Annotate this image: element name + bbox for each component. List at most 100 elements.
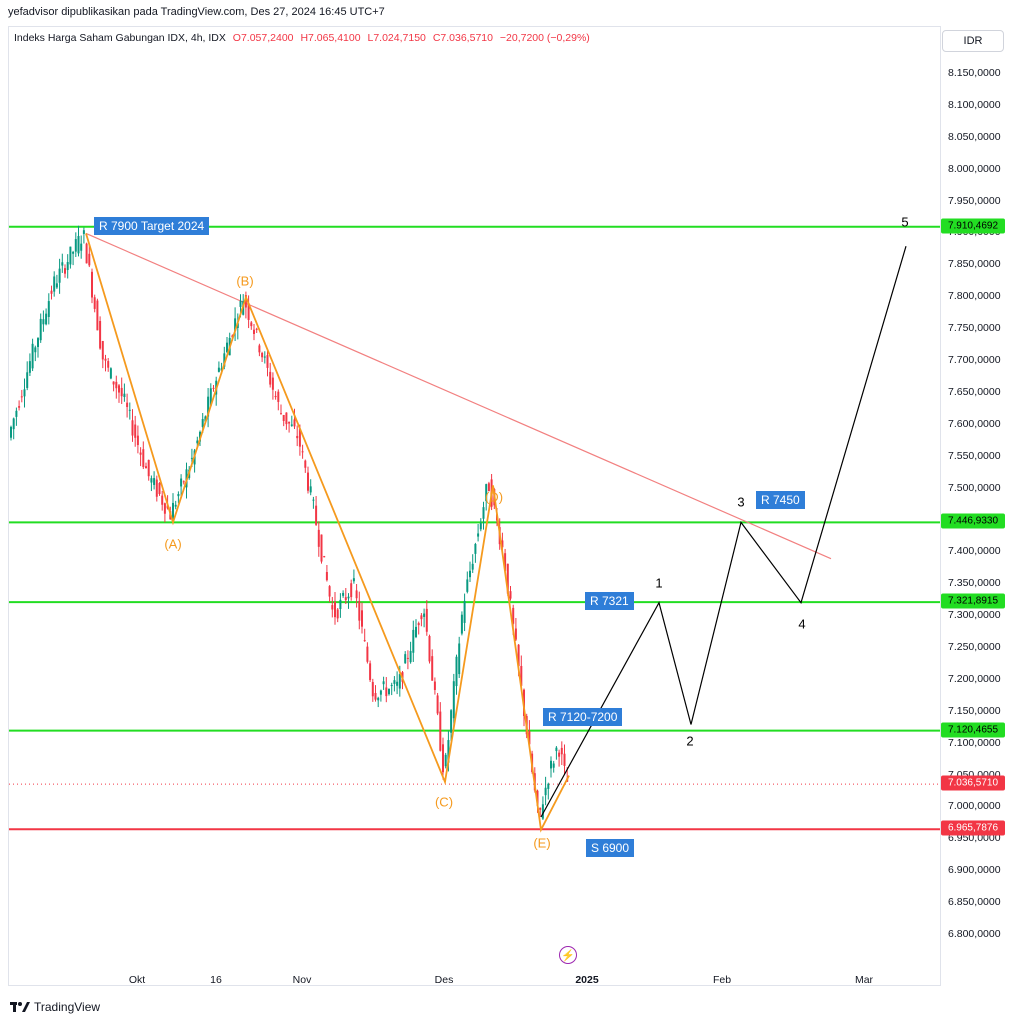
wave-label-abcde[interactable]: (D) [484, 489, 504, 505]
price-badge: 7.446,9330 [941, 513, 1005, 529]
candle-body [274, 395, 277, 398]
price-tick-label: 7.100,0000 [948, 736, 1001, 749]
candle-body [158, 483, 161, 494]
price-chart-svg[interactable] [9, 27, 941, 986]
level-label[interactable]: R 7120-7200 [543, 708, 623, 727]
candle-body [334, 602, 336, 618]
candle-body [147, 459, 150, 477]
symbol-name[interactable]: Indeks Harga Saham Gabungan IDX, 4h, IDX [14, 32, 226, 44]
candle-body [163, 503, 166, 514]
candle-body [501, 540, 504, 548]
candle-body [37, 338, 39, 348]
candle-body [261, 352, 264, 358]
candle-body [355, 590, 358, 599]
candle-body [382, 681, 385, 685]
candle-body [155, 479, 158, 497]
candle-body [72, 251, 75, 254]
candle-body [120, 387, 123, 397]
candle-body [350, 583, 353, 598]
price-tick-label: 7.400,0000 [948, 545, 1001, 558]
candle-body [460, 614, 463, 634]
candle-body [47, 301, 50, 317]
candle-body [417, 623, 420, 626]
candle-body [304, 460, 307, 468]
candle-body [371, 682, 374, 697]
candle-body [425, 608, 428, 632]
candle-body [455, 656, 458, 687]
candle-body [374, 692, 377, 700]
candle-body [74, 239, 77, 252]
candle-body [514, 628, 517, 640]
candle-body [431, 656, 434, 681]
level-label[interactable]: R 7450 [756, 491, 805, 510]
candle-body [552, 763, 555, 768]
wave-label-abcde[interactable]: (B) [236, 273, 254, 289]
price-badge: 6.965,7876 [941, 820, 1005, 836]
candle-body [512, 607, 515, 624]
wave-label-number[interactable]: 4 [798, 616, 806, 632]
open-value: O7.057,2400 [232, 32, 294, 44]
wave-12345-path[interactable] [540, 246, 907, 818]
candle-body [93, 297, 96, 309]
candle-body [212, 387, 215, 389]
candle-body [336, 609, 339, 619]
trendline[interactable] [85, 232, 832, 560]
time-axis-label: Mar [854, 974, 874, 986]
price-tick-label: 7.500,0000 [948, 481, 1001, 494]
candle-body [23, 389, 26, 397]
candle-body [10, 426, 12, 438]
candle-body [263, 356, 266, 358]
candle-body [104, 358, 107, 361]
tradingview-logo[interactable]: TradingView [10, 1000, 100, 1014]
candle-body [80, 243, 83, 251]
price-tick-label: 7.650,0000 [948, 385, 1001, 398]
candle-body [50, 290, 53, 294]
candle-body [412, 629, 415, 653]
candle-body [528, 731, 531, 745]
high-value: H7.065,4100 [300, 32, 361, 44]
candle-body [396, 681, 399, 686]
wave-label-number[interactable]: 5 [901, 214, 909, 230]
candle-body [39, 318, 42, 341]
level-label[interactable]: S 6900 [586, 838, 635, 857]
candle-body [277, 391, 280, 402]
candle-body [442, 744, 444, 773]
candle-body [563, 753, 566, 766]
price-tick-label: 8.100,0000 [948, 98, 1001, 111]
candle-body [220, 368, 223, 371]
candle-body [452, 681, 455, 719]
lightning-icon[interactable]: ⚡ [559, 946, 577, 964]
candle-body [385, 687, 388, 697]
candle-body [201, 419, 204, 427]
candle-body [58, 268, 61, 283]
wave-label-abcde[interactable]: (A) [164, 536, 182, 552]
wave-label-number[interactable]: 1 [655, 575, 663, 591]
candle-body [182, 481, 185, 483]
candle-body [433, 681, 436, 690]
wave-label-abcde[interactable]: (E) [533, 835, 551, 851]
price-tick-label: 7.950,0000 [948, 194, 1001, 207]
candle-body [415, 626, 417, 638]
wave-label-number[interactable]: 2 [686, 733, 694, 749]
time-axis-label: 16 [210, 974, 222, 986]
candle-body [358, 600, 361, 621]
wave-label-abcde[interactable]: (C) [434, 794, 454, 810]
level-label[interactable]: R 7900 Target 2024 [94, 217, 210, 236]
currency-button[interactable]: IDR [942, 30, 1004, 52]
wave-abcde-path[interactable] [85, 233, 570, 833]
candle-body [474, 544, 477, 554]
candle-body [444, 754, 447, 767]
chart-canvas[interactable] [8, 26, 941, 986]
candle-body [293, 419, 296, 427]
candle-body [145, 466, 147, 469]
time-axis-label: 2025 [575, 974, 599, 986]
close-value: C7.036,5710 [432, 32, 493, 44]
candle-body [217, 367, 220, 372]
wave-label-number[interactable]: 3 [737, 494, 745, 510]
level-label[interactable]: R 7321 [585, 592, 634, 611]
candle-body [177, 494, 180, 497]
candle-body [20, 396, 23, 398]
candle-body [296, 435, 299, 439]
candle-body [282, 414, 285, 421]
candle-body [123, 393, 126, 398]
